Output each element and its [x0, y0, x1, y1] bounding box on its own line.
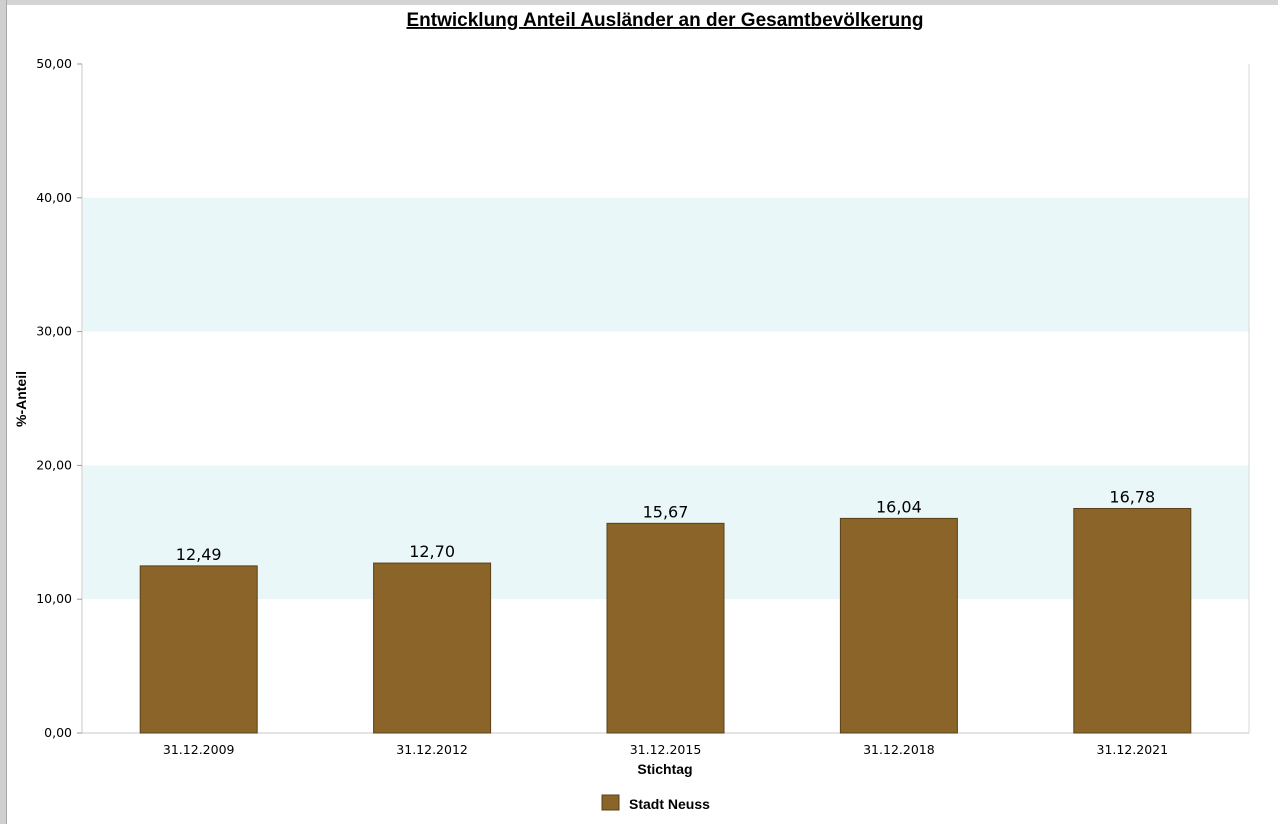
legend-swatch-stadt-neuss	[601, 794, 620, 811]
bar-31.12.2009	[139, 565, 258, 734]
band-30-40	[83, 197, 1249, 332]
bar-31.12.2021	[1073, 507, 1192, 734]
y-tick-label: 20,00	[36, 457, 72, 472]
bar-31.12.2012	[373, 562, 492, 734]
x-tick-label: 31.12.2018	[863, 742, 935, 757]
chart-title: Entwicklung Anteil Ausländer an der Gesa…	[407, 10, 924, 31]
value-label: 16,04	[876, 497, 922, 516]
value-label: 16,78	[1109, 487, 1155, 506]
value-label: 12,70	[409, 542, 455, 561]
x-tick-label: 31.12.2021	[1097, 742, 1169, 757]
y-axis-ticks: 0,00 10,00 20,00 30,00 40,00 50,00	[36, 56, 82, 740]
legend: Stadt Neuss	[601, 794, 710, 812]
x-tick-label: 31.12.2012	[396, 742, 468, 757]
y-tick-label: 0,00	[44, 725, 72, 740]
x-axis-ticks: 31.12.2009 31.12.2012 31.12.2015 31.12.2018…	[163, 742, 1168, 757]
bar-31.12.2018	[839, 517, 958, 734]
x-tick-label: 31.12.2009	[163, 742, 235, 757]
window-frame-top	[0, 0, 1278, 5]
value-labels: 12,49 12,70 15,67 16,04 16,78	[176, 487, 1155, 563]
bar-31.12.2015	[606, 522, 725, 734]
value-label: 15,67	[643, 502, 689, 521]
x-axis-title: Stichtag	[637, 761, 692, 777]
y-axis-title: %-Anteil	[13, 371, 29, 427]
y-tick-label: 50,00	[36, 56, 72, 71]
x-tick-label: 31.12.2015	[630, 742, 702, 757]
window-frame-left	[0, 0, 7, 824]
y-tick-label: 10,00	[36, 591, 72, 606]
legend-label-stadt-neuss: Stadt Neuss	[629, 796, 710, 812]
bars	[139, 507, 1192, 734]
y-tick-label: 40,00	[36, 190, 72, 205]
y-tick-label: 30,00	[36, 324, 72, 339]
value-label: 12,49	[176, 545, 222, 564]
